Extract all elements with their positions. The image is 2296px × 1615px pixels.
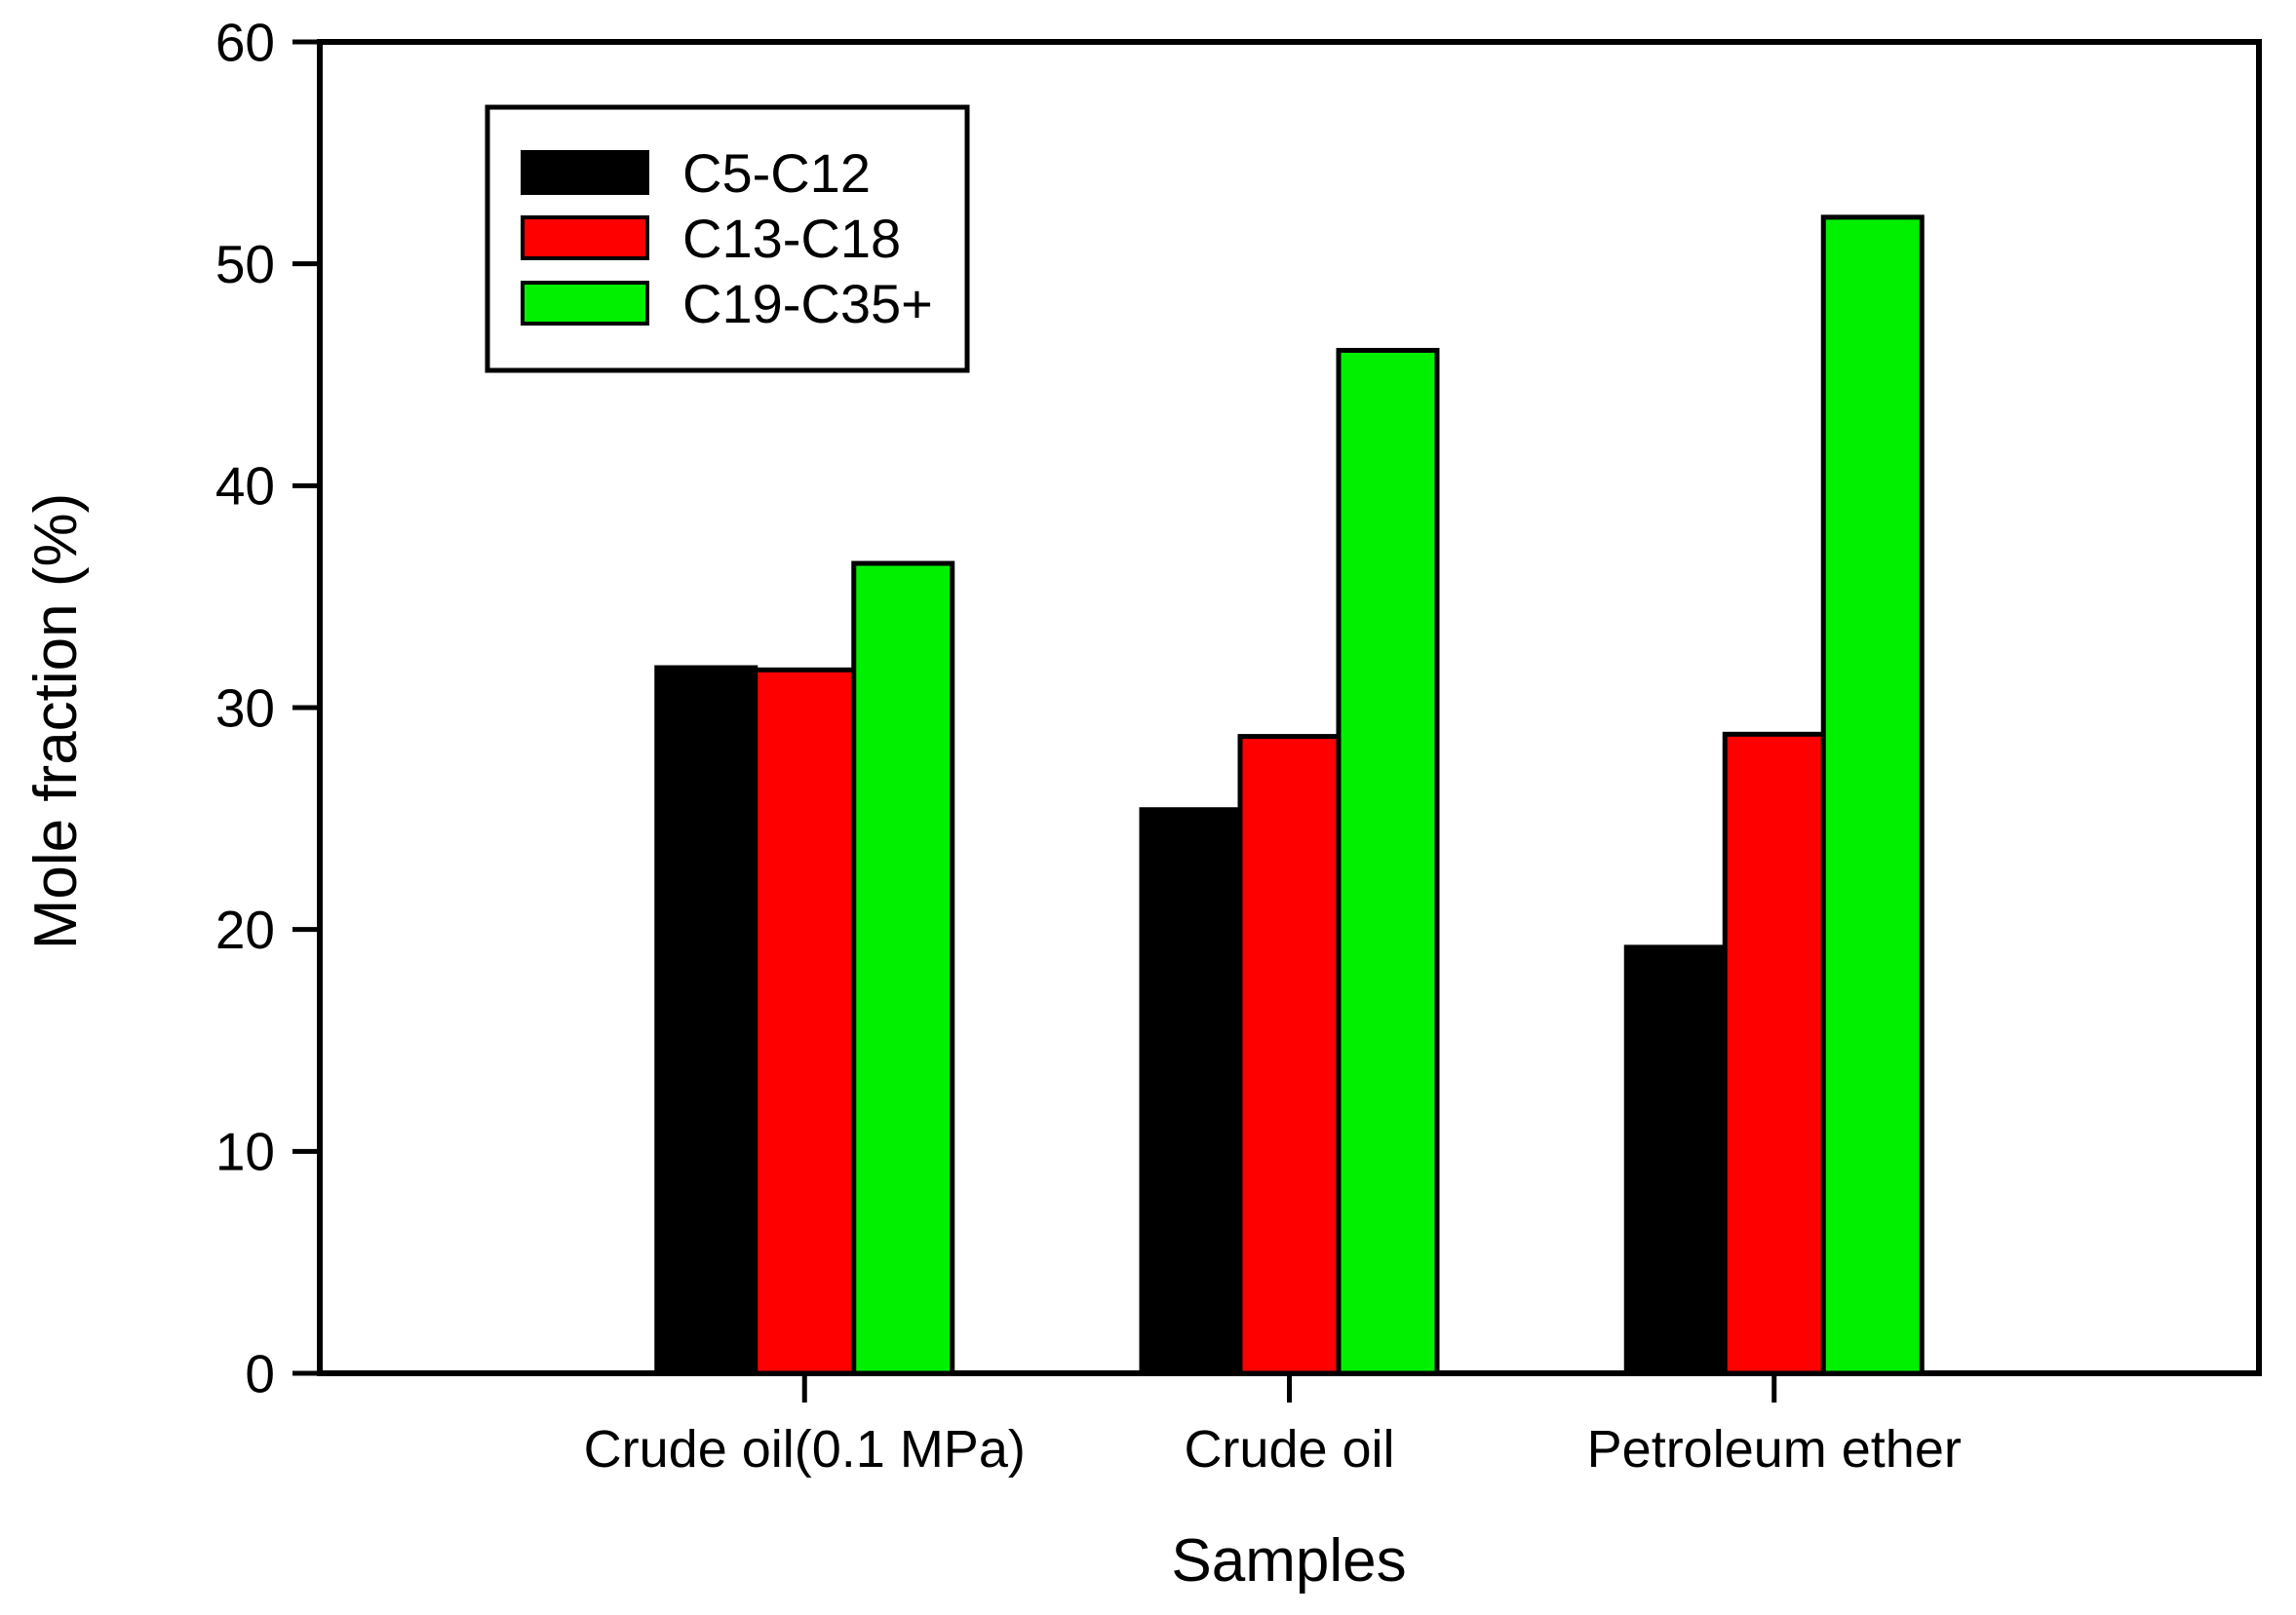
bar <box>1139 807 1243 1376</box>
bar <box>851 560 955 1376</box>
legend-label-c5-c12: C5-C12 <box>682 142 871 204</box>
y-tick-label: 50 <box>215 234 275 294</box>
legend: C5-C12 C13-C18 C19-C35+ <box>485 104 970 373</box>
bars-group <box>654 214 1925 1376</box>
x-category-label: Crude oil(0.1 MPa) <box>584 1420 1026 1479</box>
legend-swatch-c13-c18 <box>521 215 649 260</box>
bar <box>1722 731 1826 1376</box>
bar <box>1237 734 1342 1376</box>
bar <box>1623 944 1728 1376</box>
y-tick-label: 60 <box>215 12 275 72</box>
y-tick-label: 30 <box>215 677 275 738</box>
x-axis-title: Samples <box>1171 1527 1406 1595</box>
x-category-label: Petroleum ether <box>1587 1420 1962 1479</box>
bar <box>1336 347 1440 1376</box>
y-axis-ticks: 0 10 20 30 40 50 60 <box>215 12 320 1404</box>
bar <box>654 665 759 1376</box>
y-axis-title: Mole fraction (%) <box>22 493 90 950</box>
y-tick-label: 10 <box>215 1122 275 1182</box>
x-category-label: Crude oil <box>1184 1420 1394 1479</box>
legend-swatch-c19-c35 <box>521 281 649 326</box>
legend-label-c13-c18: C13-C18 <box>682 208 901 269</box>
y-tick-label: 40 <box>215 456 275 517</box>
y-tick-label: 0 <box>245 1343 275 1404</box>
bar <box>1820 214 1925 1376</box>
y-tick-label: 20 <box>215 900 275 960</box>
legend-swatch-c5-c12 <box>521 150 649 195</box>
x-axis-ticks: Crude oil(0.1 MPa) Crude oil Petroleum eth… <box>584 1373 1962 1479</box>
legend-label-c19-c35: C19-C35+ <box>682 273 933 334</box>
bar <box>753 667 857 1376</box>
